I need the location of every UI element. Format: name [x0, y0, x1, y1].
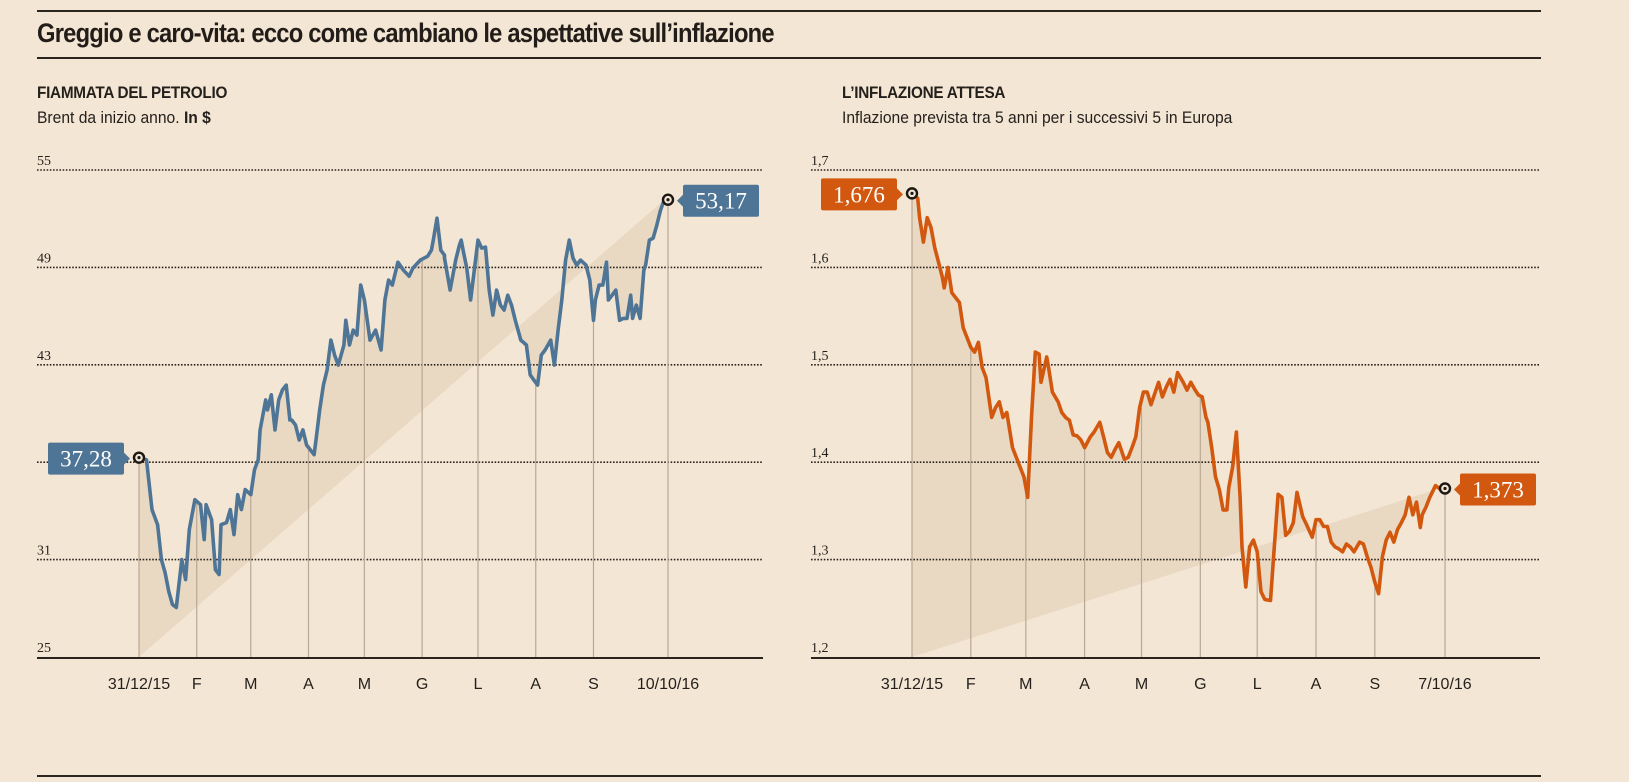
start-marker-dot — [910, 191, 914, 195]
y-tick-label: 43 — [37, 349, 51, 364]
x-tick-label: A — [1311, 676, 1322, 693]
title-underline — [37, 57, 1541, 59]
end-callout-pointer — [1454, 483, 1460, 496]
x-tick-label: 31/12/15 — [881, 676, 943, 693]
series-line — [910, 191, 1442, 603]
subtitle-unit: In $ — [183, 108, 211, 127]
end-callout-box — [683, 184, 759, 217]
start-callout-label: 1,676 — [833, 182, 885, 207]
x-tick-label: M — [358, 676, 371, 693]
x-tick-label: A — [1079, 676, 1090, 693]
y-tick-label: 49 — [37, 251, 51, 266]
x-tick-label: 31/12/15 — [108, 676, 170, 693]
panel-subtitle-inflazione: Inflazione prevista tra 5 anni per i suc… — [842, 108, 1232, 128]
end-callout-label: 1,373 — [1472, 477, 1524, 502]
y-tick-label: 1,3 — [811, 544, 829, 559]
start-callout-label: 37,28 — [60, 447, 112, 472]
x-tick-label: F — [966, 676, 976, 693]
x-tick-label: G — [1194, 676, 1206, 693]
x-tick-label: L — [1253, 676, 1262, 693]
end-callout-box — [1460, 473, 1536, 506]
x-tick-label: S — [588, 676, 599, 693]
end-callout-label: 53,17 — [695, 189, 747, 214]
start-callout-box — [821, 178, 897, 211]
end-callout-pointer — [677, 194, 683, 207]
y-tick-label: 1,6 — [811, 251, 829, 266]
y-tick-label: 1,4 — [811, 446, 829, 461]
y-tick-label: 1,2 — [811, 641, 829, 656]
end-marker-dot — [1443, 486, 1447, 491]
y-tick-label: 1,7 — [811, 154, 829, 169]
x-tick-label: S — [1369, 676, 1380, 693]
area-fill — [139, 199, 665, 657]
x-tick-label: 10/10/16 — [637, 676, 699, 693]
top-rule — [37, 10, 1541, 12]
panel-subtitle-petrolio: Brent da inizio anno. In $ — [37, 108, 211, 128]
y-tick-label: 1,5 — [811, 349, 829, 364]
start-marker-dot — [137, 456, 141, 460]
x-tick-label: A — [530, 676, 541, 693]
subtitle-text: Inflazione prevista tra 5 anni per i suc… — [842, 108, 1233, 127]
start-callout-pointer — [124, 452, 130, 465]
subtitle-text: Brent da inizio anno. — [37, 108, 184, 127]
page-title: Greggio e caro-vita: ecco come cambiano … — [37, 18, 775, 48]
x-tick-label: 7/10/16 — [1418, 676, 1471, 693]
x-tick-label: M — [244, 676, 257, 693]
x-tick-label: L — [474, 676, 483, 693]
y-tick-label: 31 — [37, 544, 51, 559]
panel-title-inflazione: L’INFLAZIONE ATTESA — [842, 83, 1006, 102]
x-tick-label: F — [192, 676, 202, 693]
start-callout-box — [48, 442, 124, 475]
x-tick-label: G — [416, 676, 428, 693]
y-tick-label: 55 — [37, 154, 51, 169]
x-tick-label: M — [1019, 676, 1032, 693]
panel-title-petrolio: FIAMMATA DEL PETROLIO — [37, 83, 228, 102]
series-line — [137, 197, 667, 610]
bottom-rule — [37, 775, 1541, 777]
y-tick-label: 25 — [37, 641, 51, 656]
x-tick-label: M — [1135, 676, 1148, 693]
area-fill — [912, 193, 1440, 657]
x-tick-label: A — [303, 676, 314, 693]
end-marker-dot — [666, 198, 670, 202]
start-callout-pointer — [897, 188, 903, 201]
